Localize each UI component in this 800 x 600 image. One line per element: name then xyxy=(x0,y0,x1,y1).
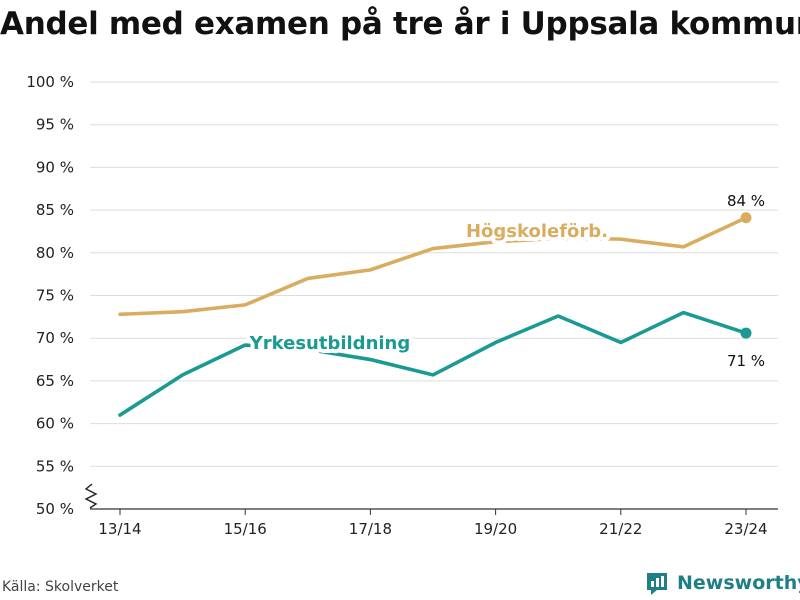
y-axis-ticks: 50 % 55 % 60 % 65 % 70 % 75 % 80 % 85 % 90 % 95 %… xyxy=(26,73,74,518)
x-axis: 13/14 15/16 17/18 19/20 21/22 23/24 xyxy=(84,483,778,538)
y-tick-label: 75 % xyxy=(36,287,74,305)
brand-logo[interactable]: Newsworthy xyxy=(645,570,800,596)
series-label: Yrkesutbildning xyxy=(249,333,411,354)
brand-name: Newsworthy xyxy=(677,572,800,594)
series-labels: Högskoleförb.Högskoleförb.84 %Yrkesutbil… xyxy=(245,192,765,370)
series-line xyxy=(118,215,748,317)
x-tick-label: 17/18 xyxy=(349,520,392,538)
y-tick-label: 90 % xyxy=(36,158,74,176)
y-tick-label: 70 % xyxy=(36,329,74,347)
series-lines xyxy=(118,212,752,417)
y-tick-label: 50 % xyxy=(36,500,74,518)
series-label-halo: Yrkesutbildning xyxy=(249,333,411,354)
x-tick-label: 19/20 xyxy=(474,520,517,538)
bar-chart-logo-icon xyxy=(647,573,667,595)
x-tick-label: 21/22 xyxy=(599,520,642,538)
y-tick-label: 55 % xyxy=(36,457,74,475)
y-tick-label: 100 % xyxy=(26,73,74,91)
series-end-point xyxy=(740,327,752,339)
y-tick-label: 95 % xyxy=(36,116,74,134)
series-label: Högskoleförb. xyxy=(466,221,608,242)
series-end-label: 84 % xyxy=(727,192,765,210)
series-end-point xyxy=(740,212,752,224)
y-tick-label: 65 % xyxy=(36,372,74,390)
series-label-halo: Högskoleförb. xyxy=(466,221,608,242)
chart-title: Andel med examen på tre år i Uppsala kom… xyxy=(0,6,800,42)
x-tick-label: 13/14 xyxy=(98,520,141,538)
x-tick-label: 23/24 xyxy=(724,520,767,538)
y-tick-label: 85 % xyxy=(36,201,74,219)
y-tick-label: 80 % xyxy=(36,244,74,262)
y-tick-label: 60 % xyxy=(36,415,74,433)
grid-lines xyxy=(90,81,778,467)
axis-break-icon xyxy=(84,483,98,509)
x-tick-label: 15/16 xyxy=(224,520,267,538)
series-line xyxy=(118,310,748,417)
source-note: Källa: Skolverket xyxy=(2,579,119,595)
series-end-label: 71 % xyxy=(727,352,765,370)
